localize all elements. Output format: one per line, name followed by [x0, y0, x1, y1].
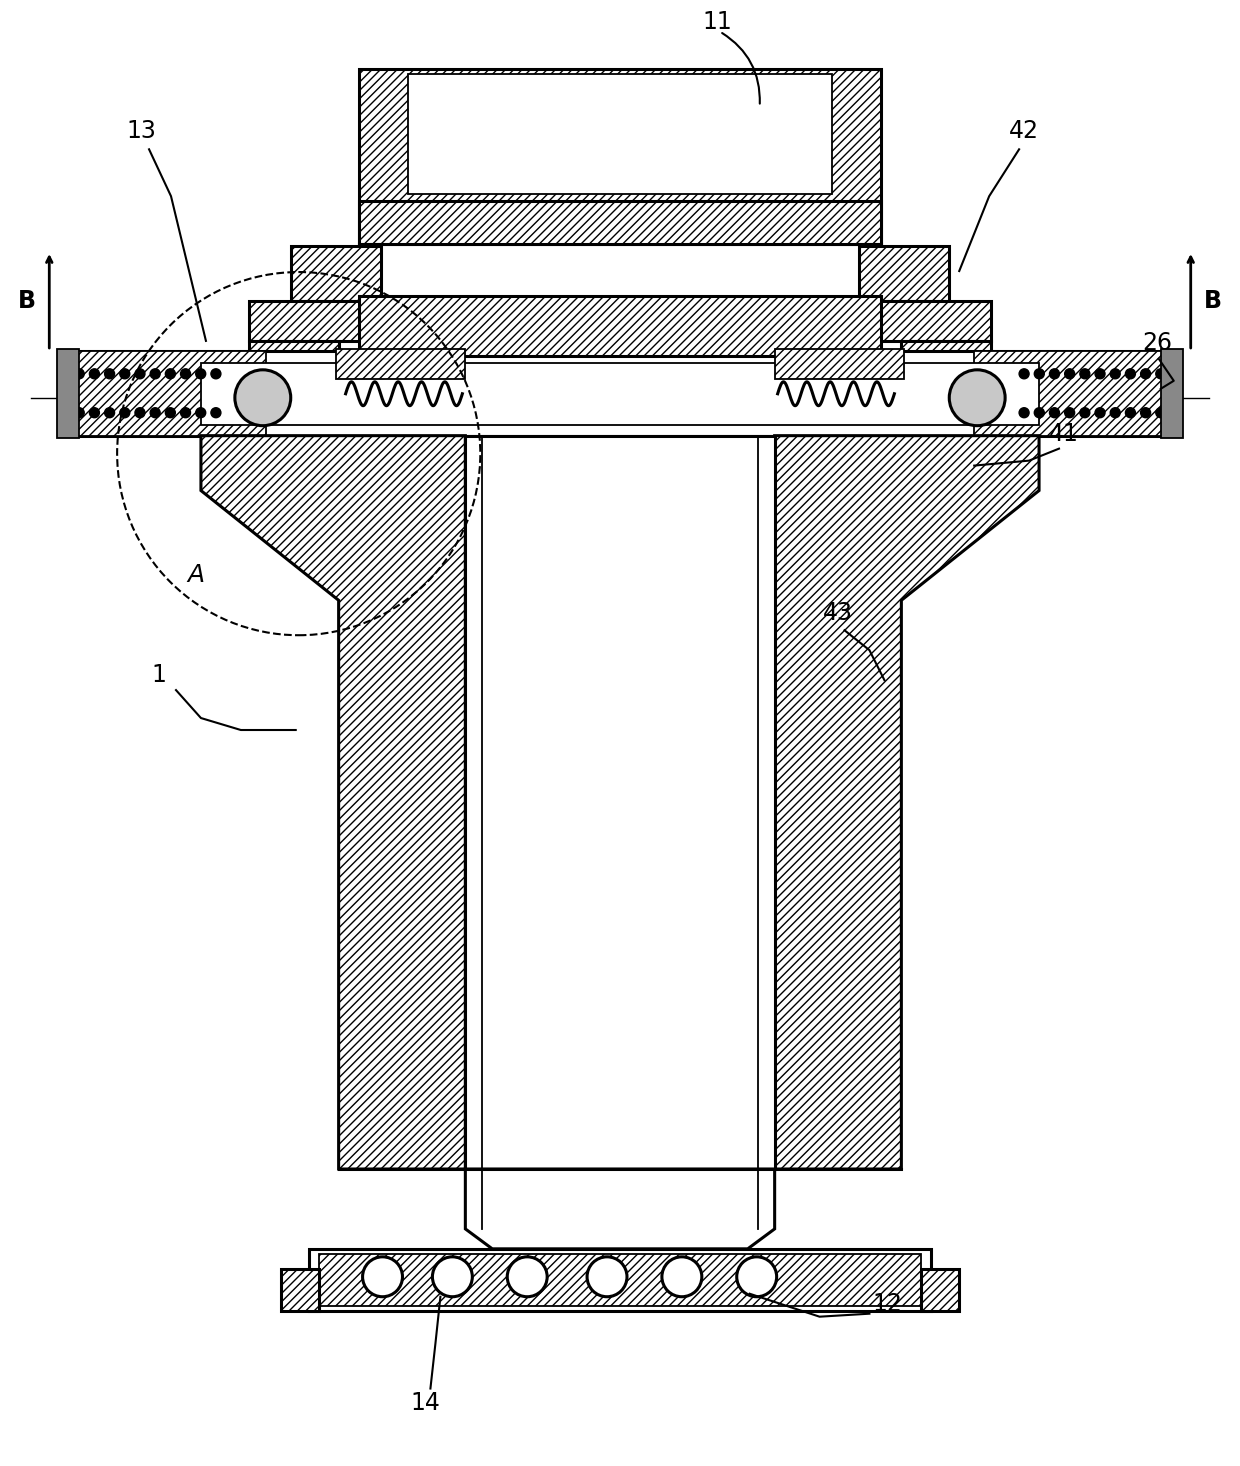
Text: 14: 14 — [410, 1391, 440, 1416]
Circle shape — [104, 369, 114, 378]
Text: 41: 41 — [1049, 422, 1079, 446]
Circle shape — [1095, 369, 1105, 378]
Circle shape — [737, 1256, 776, 1297]
Circle shape — [181, 408, 191, 418]
Bar — [358, 69, 882, 245]
Bar — [280, 1268, 319, 1311]
Circle shape — [1019, 369, 1029, 378]
Bar — [61, 350, 1179, 435]
Bar — [201, 362, 1039, 425]
Circle shape — [362, 1256, 403, 1297]
Circle shape — [1126, 408, 1136, 418]
Circle shape — [507, 1256, 547, 1297]
Text: 26: 26 — [1142, 331, 1172, 355]
Bar — [336, 349, 465, 378]
Text: 12: 12 — [873, 1292, 903, 1315]
Circle shape — [1110, 369, 1120, 378]
Circle shape — [1019, 408, 1029, 418]
Circle shape — [1065, 408, 1075, 418]
Circle shape — [662, 1256, 702, 1297]
Bar — [975, 350, 1179, 435]
Circle shape — [1110, 408, 1120, 418]
Circle shape — [1080, 408, 1090, 418]
Text: B: B — [19, 289, 36, 312]
Polygon shape — [465, 1168, 775, 1249]
Circle shape — [120, 408, 130, 418]
Text: A: A — [187, 563, 205, 588]
Circle shape — [150, 408, 160, 418]
Text: 43: 43 — [822, 601, 853, 626]
Circle shape — [1156, 369, 1166, 378]
Circle shape — [1034, 408, 1044, 418]
Bar — [249, 301, 381, 342]
Circle shape — [150, 369, 160, 378]
Circle shape — [165, 369, 175, 378]
Bar — [465, 435, 775, 1168]
Text: 13: 13 — [126, 119, 156, 144]
Bar — [921, 1268, 960, 1311]
Circle shape — [89, 408, 99, 418]
Bar — [358, 201, 882, 245]
Circle shape — [587, 1256, 627, 1297]
Circle shape — [196, 369, 206, 378]
Circle shape — [1049, 369, 1059, 378]
Text: 1: 1 — [151, 663, 166, 688]
Bar — [319, 1253, 921, 1306]
Text: 11: 11 — [703, 10, 733, 34]
Circle shape — [74, 369, 84, 378]
Circle shape — [1080, 369, 1090, 378]
Circle shape — [211, 369, 221, 378]
Circle shape — [120, 369, 130, 378]
Circle shape — [135, 369, 145, 378]
Bar — [61, 350, 265, 435]
Bar — [775, 349, 904, 378]
Bar — [57, 349, 79, 438]
Circle shape — [1141, 408, 1151, 418]
Circle shape — [1065, 369, 1075, 378]
Bar — [901, 342, 991, 366]
Circle shape — [1049, 408, 1059, 418]
Circle shape — [196, 408, 206, 418]
Bar — [408, 75, 832, 194]
Circle shape — [433, 1256, 472, 1297]
Circle shape — [74, 408, 84, 418]
Circle shape — [181, 369, 191, 378]
Bar — [1161, 349, 1183, 438]
Circle shape — [1126, 369, 1136, 378]
Circle shape — [104, 408, 114, 418]
Bar — [290, 246, 381, 301]
Circle shape — [89, 369, 99, 378]
Circle shape — [234, 369, 290, 425]
Bar — [309, 1249, 931, 1311]
Bar — [859, 246, 950, 301]
Circle shape — [135, 408, 145, 418]
Circle shape — [950, 369, 1006, 425]
Circle shape — [1034, 369, 1044, 378]
Polygon shape — [201, 435, 465, 1168]
Text: B: B — [1204, 289, 1221, 312]
Circle shape — [211, 408, 221, 418]
Circle shape — [1156, 408, 1166, 418]
Circle shape — [1095, 408, 1105, 418]
Circle shape — [1141, 369, 1151, 378]
Bar — [249, 342, 339, 366]
Polygon shape — [775, 435, 1039, 1168]
Bar — [859, 301, 991, 342]
Text: 42: 42 — [1009, 119, 1039, 144]
Bar — [358, 296, 882, 356]
Circle shape — [165, 408, 175, 418]
